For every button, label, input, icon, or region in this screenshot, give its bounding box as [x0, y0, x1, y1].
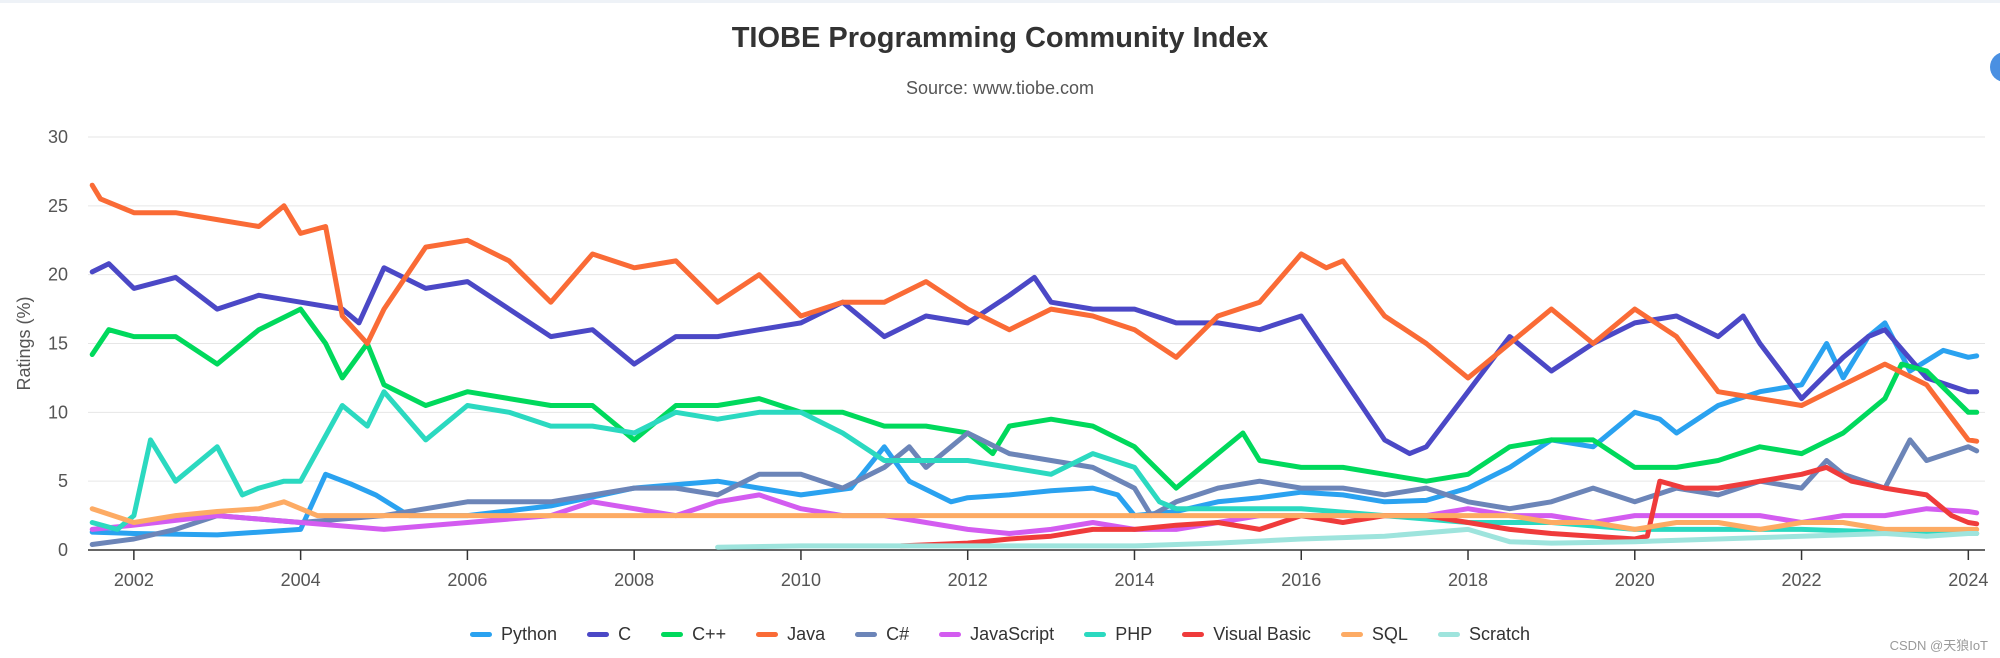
context-menu-button[interactable] — [1990, 52, 2000, 82]
series-line-scratch — [715, 526, 1980, 550]
legend-swatch — [1084, 632, 1107, 637]
legend-item-visual-basic[interactable]: Visual Basic — [1182, 624, 1311, 645]
y-tick-label: 20 — [48, 265, 68, 285]
chart-title: TIOBE Programming Community Index — [731, 22, 1269, 54]
legend-label: SQL — [1371, 624, 1408, 644]
y-tick-label: 30 — [48, 127, 68, 147]
legend-swatch — [1437, 632, 1460, 637]
y-tick-label: 25 — [48, 196, 68, 216]
y-tick-label: 15 — [48, 334, 68, 354]
legend-swatch — [661, 632, 684, 637]
legend-item-c-[interactable]: C++ — [661, 624, 726, 645]
watermark: CSDN @天狼IoT — [1889, 638, 1988, 653]
series-lines — [89, 182, 1980, 550]
legend-label: C++ — [692, 624, 727, 644]
legend-label: C# — [886, 624, 910, 644]
legend-item-javascript[interactable]: JavaScript — [939, 624, 1054, 645]
x-tick-label: 2020 — [1615, 570, 1655, 590]
legend-item-scratch[interactable]: Scratch — [1437, 624, 1530, 645]
x-tick-label: 2014 — [1114, 570, 1154, 590]
top-border — [0, 0, 2000, 3]
y-tick-label: 5 — [58, 471, 68, 491]
series-line-python — [89, 320, 1980, 538]
series-line-c- — [89, 306, 1980, 491]
y-tick-label: 0 — [58, 540, 68, 560]
legend-label: C — [618, 624, 632, 644]
legend-label: JavaScript — [970, 624, 1055, 644]
x-tick-label: 2002 — [114, 570, 154, 590]
legend-swatch — [1340, 632, 1363, 637]
legend-label: Python — [501, 624, 558, 644]
legend-label: PHP — [1115, 624, 1153, 644]
legend-item-c-[interactable]: C# — [855, 624, 909, 645]
legend-swatch — [939, 632, 962, 637]
legend-swatch — [756, 632, 779, 637]
legend-item-python[interactable]: Python — [470, 624, 557, 645]
series-line-java — [89, 182, 1980, 444]
legend: Python C C++ Java C# JavaScript PHP Visual Basi… — [0, 624, 2000, 645]
x-tick-label: 2022 — [1782, 570, 1822, 590]
legend-label: Scratch — [1468, 624, 1530, 644]
series-line-c- — [89, 430, 1980, 547]
x-tick-label: 2008 — [614, 570, 654, 590]
legend-item-c[interactable]: C — [587, 624, 631, 645]
grid-lines — [88, 136, 1985, 482]
legend-item-java[interactable]: Java — [756, 624, 825, 645]
x-tick-label: 2004 — [281, 570, 321, 590]
legend-swatch — [587, 632, 610, 637]
legend-item-php[interactable]: PHP — [1084, 624, 1152, 645]
x-tick-label: 2010 — [781, 570, 821, 590]
y-tick-label: 10 — [48, 402, 68, 422]
series-line-sql — [89, 499, 1980, 532]
series-line-visual-basic — [898, 464, 1980, 549]
x-tick-label: 2012 — [948, 570, 988, 590]
legend-swatch — [1182, 632, 1205, 637]
legend-swatch — [470, 632, 493, 637]
x-tick-label: 2016 — [1281, 570, 1321, 590]
y-axis-title: Ratings (%) — [14, 296, 34, 390]
legend-label: Visual Basic — [1213, 624, 1311, 644]
legend-item-sql[interactable]: SQL — [1340, 624, 1408, 645]
legend-swatch — [855, 632, 878, 637]
axes — [88, 549, 1985, 560]
chart-subtitle: Source: www.tiobe.com — [905, 78, 1095, 98]
x-tick-label: 2024 — [1948, 570, 1988, 590]
legend-label: Java — [787, 624, 826, 644]
tick-labels: 0 5 10 15 20 25 30 2002 2004 2006 2008 2010 2012 2014… — [14, 127, 1988, 590]
x-tick-label: 2006 — [447, 570, 487, 590]
x-tick-label: 2018 — [1448, 570, 1488, 590]
series-line-c — [89, 261, 1980, 457]
